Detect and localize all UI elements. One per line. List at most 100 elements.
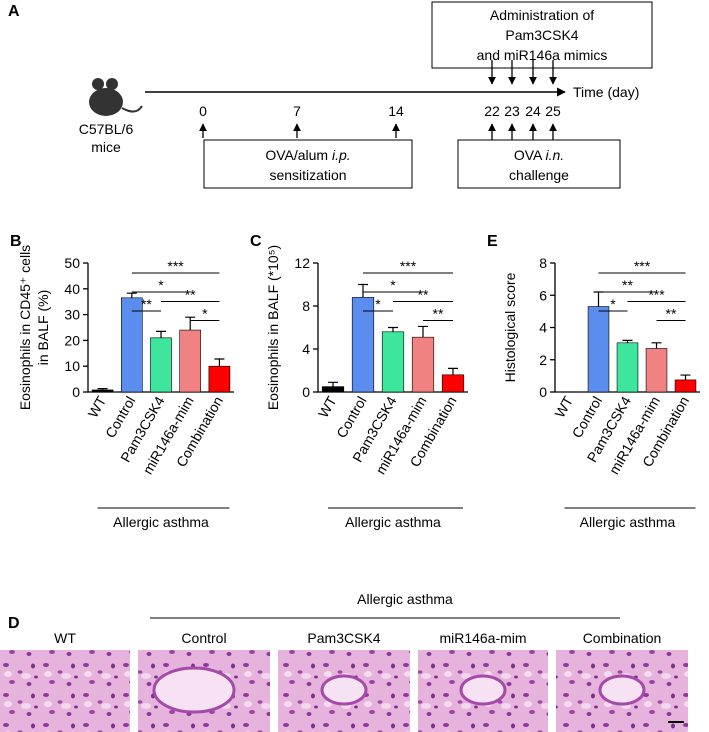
bar	[321, 386, 345, 393]
y-tick-label: 0	[72, 384, 80, 400]
significance-label: **	[418, 287, 429, 303]
y-tick-label: 20	[64, 332, 80, 348]
box-text: OVA i.n.	[514, 147, 564, 163]
panel-label: D	[8, 615, 20, 632]
y-tick-label: 4	[539, 320, 547, 336]
airway	[598, 674, 646, 706]
box	[457, 139, 621, 189]
day-label: 14	[388, 103, 404, 119]
error-bar	[388, 326, 398, 332]
y-tick-label: 4	[302, 341, 310, 357]
box	[431, 1, 653, 69]
box	[203, 139, 413, 189]
image-label: WT	[54, 630, 76, 646]
bar	[411, 336, 435, 393]
error-bar	[358, 283, 368, 298]
y-tick-label: 8	[302, 298, 310, 314]
significance-label: **	[433, 306, 444, 322]
x-tick-label: WT	[315, 393, 340, 420]
y-axis-label: Histological score	[502, 272, 518, 382]
significance-label: *	[610, 296, 616, 312]
group-label: Allergic asthma	[357, 591, 453, 607]
error-bar	[593, 291, 604, 307]
day-label: 25	[545, 103, 561, 119]
bar	[441, 374, 465, 393]
bar	[91, 389, 114, 393]
y-tick-label: 0	[302, 384, 310, 400]
text: i.p.	[332, 147, 351, 163]
group-label: Allergic asthma	[580, 514, 676, 530]
x-tick-label: WT	[84, 393, 109, 420]
airway	[320, 674, 368, 706]
panel-label: B	[10, 233, 22, 250]
error-bar	[418, 325, 428, 338]
day-label: 0	[199, 103, 207, 119]
panel-label: C	[250, 233, 262, 250]
x-tick-label: WT	[551, 393, 576, 420]
y-tick-label: 12	[294, 255, 310, 271]
group-label: Allergic asthma	[113, 514, 209, 530]
significance-label: **	[666, 306, 677, 322]
y-axis-label: in BALF (%)	[35, 290, 51, 365]
error-bar	[680, 374, 691, 380]
error-bar	[97, 388, 108, 390]
y-tick-label: 40	[64, 281, 80, 297]
day-label: 22	[484, 103, 500, 119]
image-label: miR146a-mim	[439, 630, 526, 646]
y-tick-label: 2	[539, 352, 547, 368]
error-bar	[651, 342, 662, 349]
image-label: Control	[181, 630, 226, 646]
bar	[616, 342, 639, 393]
panel-label: A	[8, 3, 20, 20]
significance-label: ***	[648, 287, 665, 303]
y-tick-label: 30	[64, 307, 80, 323]
text: OVA	[514, 147, 543, 163]
y-axis-label: Eosinophils in CD45⁺ cells	[17, 245, 33, 410]
histology-image	[0, 650, 130, 732]
box-text: Administration of	[490, 7, 594, 23]
group-label: Allergic asthma	[345, 514, 441, 530]
significance-label: *	[202, 306, 208, 322]
y-axis-label: Eosinophils in BALF (*10⁵)	[265, 245, 281, 410]
histology-panel: D Allergic asthma WT Control Pam3CSK4 miR14…	[0, 591, 688, 732]
bar	[351, 297, 375, 393]
mouse-icon	[89, 78, 143, 116]
y-tick-label: 6	[539, 287, 547, 303]
airway	[152, 666, 236, 714]
box-text: OVA/alum i.p.	[265, 147, 350, 163]
text: i.n.	[545, 147, 564, 163]
error-bar	[185, 316, 196, 331]
error-bar	[156, 330, 166, 338]
timeline-panel: A C57BL/6 mice Time (day) Administration…	[8, 1, 653, 189]
bar	[381, 331, 405, 393]
y-tick-label: 50	[64, 255, 80, 271]
bar	[208, 365, 231, 393]
significance-label: ***	[167, 258, 184, 274]
bar	[587, 306, 610, 393]
error-bar	[214, 358, 225, 367]
box-text: challenge	[509, 167, 569, 183]
airway	[459, 674, 507, 706]
box-text: and miR146a mimics	[477, 47, 608, 63]
text: OVA/alum	[265, 147, 328, 163]
axis-label: Time (day)	[573, 84, 639, 100]
subject: mice	[91, 139, 121, 155]
y-tick-label: 0	[539, 384, 547, 400]
bar	[150, 337, 172, 393]
bar	[120, 297, 143, 393]
box-text: Pam3CSK4	[505, 27, 578, 43]
significance-label: ***	[634, 258, 651, 274]
y-tick-label: 8	[539, 255, 547, 271]
subject: C57BL/6	[79, 121, 134, 137]
box-text: sensitization	[269, 167, 346, 183]
error-bar	[328, 381, 338, 387]
image-label: Combination	[583, 630, 662, 646]
bar	[179, 329, 202, 393]
day-label: 24	[525, 103, 541, 119]
significance-label: *	[390, 277, 396, 293]
bar	[674, 379, 697, 393]
error-bar	[622, 339, 633, 343]
chart: B 0 10 20 30 40 50 Eosinophils in CD45⁺ cells in…	[10, 233, 234, 530]
bar	[645, 348, 668, 393]
